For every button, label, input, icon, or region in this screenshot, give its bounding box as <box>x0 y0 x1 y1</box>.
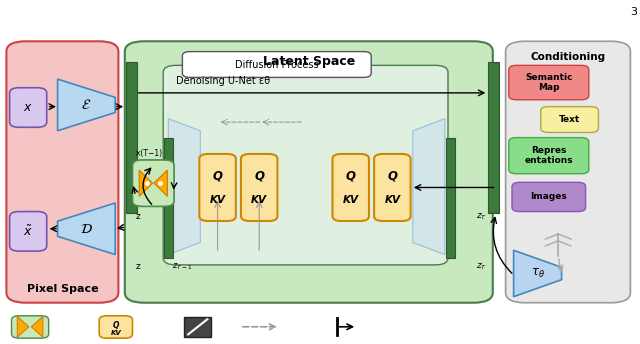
Bar <box>126 62 137 213</box>
Text: KV: KV <box>252 194 268 205</box>
Text: Latent Space: Latent Space <box>262 55 355 68</box>
Text: Q: Q <box>387 170 397 183</box>
FancyBboxPatch shape <box>512 182 586 212</box>
Polygon shape <box>58 79 115 131</box>
FancyBboxPatch shape <box>12 316 49 338</box>
Text: Q: Q <box>346 170 356 183</box>
Text: $z_{T-1}$: $z_{T-1}$ <box>172 261 193 272</box>
Text: Pixel Space: Pixel Space <box>27 284 98 294</box>
Text: Q: Q <box>113 321 119 330</box>
Text: KV: KV <box>384 194 401 205</box>
Text: 3: 3 <box>630 7 637 17</box>
Text: Q: Q <box>212 170 223 183</box>
FancyBboxPatch shape <box>506 41 630 303</box>
Polygon shape <box>31 316 43 337</box>
Text: KV: KV <box>111 330 121 336</box>
Text: $\mathcal{D}$: $\mathcal{D}$ <box>80 222 93 236</box>
FancyBboxPatch shape <box>184 317 211 337</box>
Polygon shape <box>140 170 152 196</box>
Text: Q: Q <box>254 170 264 183</box>
Text: $\tilde{x}$: $\tilde{x}$ <box>23 224 33 238</box>
FancyBboxPatch shape <box>200 154 236 221</box>
FancyBboxPatch shape <box>241 154 278 221</box>
Bar <box>164 138 173 258</box>
Text: $x$: $x$ <box>23 101 33 114</box>
Text: ×(T−1): ×(T−1) <box>135 149 163 158</box>
Text: Repres
entations: Repres entations <box>525 146 573 165</box>
Text: $z_T$: $z_T$ <box>476 212 488 222</box>
Text: Images: Images <box>531 192 567 202</box>
FancyBboxPatch shape <box>182 52 371 77</box>
Polygon shape <box>413 119 445 255</box>
Polygon shape <box>58 203 115 255</box>
Text: Conditioning: Conditioning <box>531 52 605 62</box>
FancyBboxPatch shape <box>132 160 174 206</box>
FancyBboxPatch shape <box>509 138 589 174</box>
Bar <box>488 62 499 213</box>
FancyBboxPatch shape <box>541 107 598 132</box>
Text: KV: KV <box>210 194 226 205</box>
FancyBboxPatch shape <box>125 41 493 303</box>
Text: Diffusion Process: Diffusion Process <box>235 60 319 69</box>
Text: $\mathcal{E}$: $\mathcal{E}$ <box>81 98 92 112</box>
Text: Semantic
Map: Semantic Map <box>525 73 573 92</box>
Bar <box>446 138 455 258</box>
FancyBboxPatch shape <box>10 88 47 127</box>
Text: Denoising U-Net εθ: Denoising U-Net εθ <box>176 76 270 86</box>
FancyBboxPatch shape <box>163 65 448 265</box>
Text: $\tau_{\theta}$: $\tau_{\theta}$ <box>531 267 545 280</box>
Polygon shape <box>154 170 168 196</box>
Text: Text: Text <box>559 115 580 124</box>
FancyBboxPatch shape <box>374 154 411 221</box>
Polygon shape <box>168 119 200 255</box>
FancyBboxPatch shape <box>10 212 47 251</box>
Text: $z_T$: $z_T$ <box>476 261 488 272</box>
Text: z: z <box>135 212 140 221</box>
FancyBboxPatch shape <box>509 65 589 100</box>
Polygon shape <box>514 250 562 297</box>
Polygon shape <box>17 316 29 337</box>
Text: z: z <box>135 262 140 271</box>
FancyBboxPatch shape <box>99 316 132 338</box>
FancyBboxPatch shape <box>333 154 369 221</box>
Text: KV: KV <box>343 194 359 205</box>
FancyBboxPatch shape <box>6 41 118 303</box>
